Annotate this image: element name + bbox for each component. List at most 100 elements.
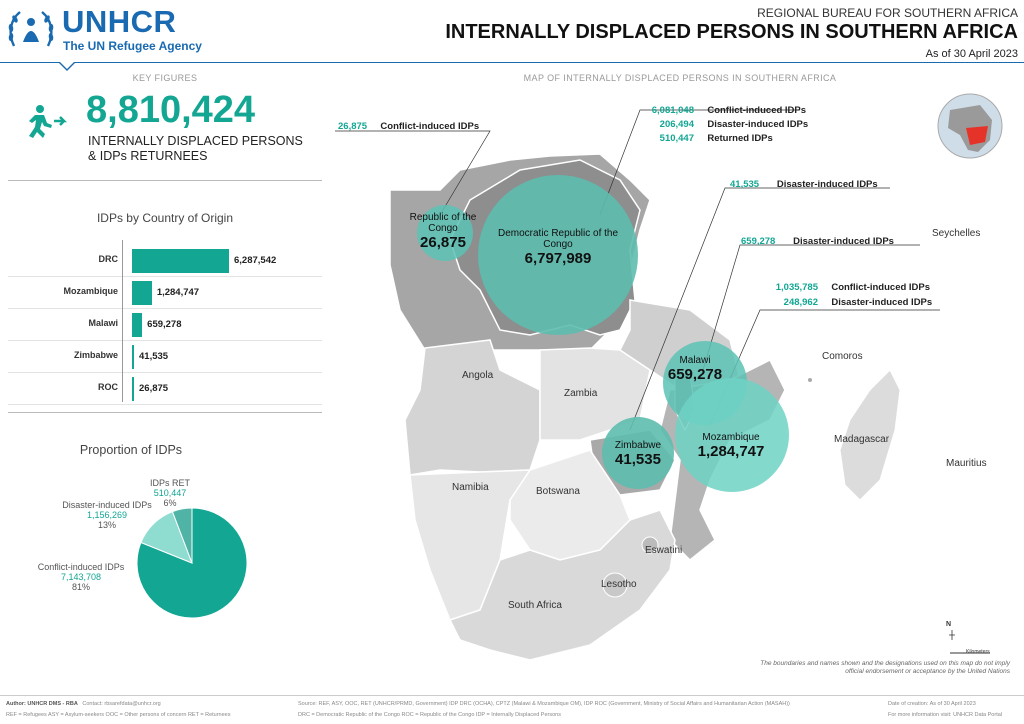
bubble-drc-name: Democratic Republic of the Congo <box>497 228 619 250</box>
bubble-zim <box>602 417 674 489</box>
report-date: As of 30 April 2023 <box>925 48 1018 60</box>
bubble-moz <box>675 378 789 492</box>
footer-author-line: Author: UNHCR DMS - RBA Contact: rbsaref… <box>6 701 161 707</box>
bubble-moz-label: Mozambique 1,284,747 <box>686 432 776 460</box>
bar-row: Malawi 659,278 <box>8 309 322 341</box>
total-desc-line2: & IDPs RETURNEES <box>88 149 208 163</box>
bar <box>132 345 134 369</box>
leader-drc <box>599 109 800 216</box>
bubble-roc-value: 26,875 <box>420 234 466 251</box>
total-idps-figure: 8,810,424 <box>86 89 256 131</box>
bar-chart-title: IDPs by Country of Origin <box>96 211 234 225</box>
leader-mwi <box>699 244 920 381</box>
pie-label-ret-value: 510,447 <box>153 488 187 498</box>
footer-author: Author: UNHCR DMS - RBA <box>6 701 78 707</box>
scale-bar <box>949 630 990 654</box>
callout-moz-n1: 1,035,785 <box>775 282 818 293</box>
callout-drc-t3: Returned IDPs <box>707 133 773 144</box>
bar <box>132 377 134 401</box>
section-divider <box>8 412 322 413</box>
footer-legend1: REF = Refugees ASY = Asylum-seekers OOC … <box>6 712 231 718</box>
bubble-drc-value: 6,797,989 <box>524 250 592 267</box>
pie-label-disaster-value: 1,156,269 <box>86 510 128 520</box>
map-lesotho <box>602 572 628 598</box>
north-arrow-label: N <box>946 621 952 628</box>
pie-label-ret-percent: 6% <box>163 498 177 508</box>
bar-value-label: 41,535 <box>139 351 169 362</box>
bar-category-label: ROC <box>98 382 118 392</box>
country-south-africa: South Africa <box>508 600 562 611</box>
bar <box>132 249 229 273</box>
bar-value-label: 659,278 <box>147 319 182 330</box>
footer-legend2: DRC = Democratic Republic of the Congo R… <box>298 712 561 718</box>
logo-text: UNHCR <box>62 4 177 39</box>
header-divider <box>0 62 1024 63</box>
pie-label-conflict-value: 7,143,708 <box>60 572 102 582</box>
bubble-zim-label: Zimbabwe 41,535 <box>596 440 680 468</box>
bar-category-label: Malawi <box>88 318 118 328</box>
bar-row: Mozambique 1,284,747 <box>8 277 322 309</box>
country-mauritius: Mauritius <box>946 458 987 469</box>
bar-value-label: 6,287,542 <box>234 255 277 266</box>
callout-roc-n1: 26,875 <box>338 121 368 132</box>
pie-label-conflict-name: Conflict-induced IDPs <box>37 562 125 572</box>
callout-drc-n2: 206,494 <box>659 119 694 130</box>
region-subtitle: REGIONAL BUREAU FOR SOUTHERN AFRICA <box>757 6 1018 20</box>
key-figures-label: KEY FIGURES <box>132 73 198 83</box>
pie-label-disaster: Disaster-induced IDPs 1,156,269 13% <box>52 500 162 530</box>
bar-category-label: Mozambique <box>63 286 118 296</box>
pie-label-ret-name: IDPs RET <box>149 478 190 488</box>
scale-unit-label: Kilometers <box>966 649 990 655</box>
logo-subtitle: The UN Refugee Agency <box>63 39 202 53</box>
bubble-mwi-value: 659,278 <box>667 366 723 383</box>
bar-row-separator <box>8 308 322 309</box>
bubble-moz-name: Mozambique <box>702 432 760 443</box>
callout-mwi: 659,278 Disaster-induced IDPs <box>741 231 894 249</box>
callout-moz-t1: Conflict-induced IDPs <box>831 282 931 293</box>
bar-category-label: Zimbabwe <box>73 350 118 360</box>
country-eswatini: Eswatini <box>645 545 683 556</box>
callout-drc-t1: Conflict-induced IDPs <box>707 105 807 116</box>
leader-zim <box>629 187 890 431</box>
bubble-drc-label: Democratic Republic of the Congo 6,797,9… <box>493 228 623 267</box>
pie-chart <box>136 507 248 619</box>
bubble-moz-value: 1,284,747 <box>697 443 765 460</box>
callout-mwi-t1: Disaster-induced IDPs <box>793 236 894 247</box>
bar-row: DRC 6,287,542 <box>8 245 322 277</box>
bubble-roc-name: Republic of the Congo <box>409 212 477 234</box>
map-south-africa <box>448 509 676 661</box>
country-zambia: Zambia <box>564 388 598 399</box>
footer-more-info: For more information visit: UNHCR Data P… <box>888 712 1003 718</box>
callout-zim: 41,535 Disaster-induced IDPs <box>730 174 878 192</box>
pie-label-conflict: Conflict-induced IDPs 7,143,708 81% <box>28 562 134 592</box>
callout-moz: 1,035,785 Conflict-induced IDPs 248,962 … <box>730 279 950 309</box>
callout-zim-n1: 41,535 <box>730 179 760 190</box>
country-namibia: Namibia <box>452 482 489 493</box>
footer-source: Source: REF, ASY, OOC, RET (UNHCR/PRMD, … <box>298 701 790 707</box>
bar-category-label: DRC <box>98 254 119 264</box>
map-angola <box>404 339 541 476</box>
map-section-label: MAP OF INTERNALLY DISPLACED PERSONS IN S… <box>523 73 837 83</box>
bar-row-separator <box>8 372 322 373</box>
footer-date-creation: Date of creation: As of 30 April 2023 <box>888 701 976 707</box>
total-idps-description: INTERNALLY DISPLACED PERSONS & IDPs RETU… <box>88 134 328 164</box>
bar-value-label: 26,875 <box>139 383 169 394</box>
map-disclaimer: The boundaries and names shown and the d… <box>760 660 1010 675</box>
bar-value-label: 1,284,747 <box>156 287 200 298</box>
callout-mwi-n1: 659,278 <box>741 236 776 247</box>
bar-row-separator <box>8 276 322 277</box>
pie-label-ret: IDPs RET 510,447 6% <box>140 478 200 508</box>
footer-contact: Contact: rbsarefdata@unhcr.org <box>82 701 161 707</box>
callout-drc-t2: Disaster-induced IDPs <box>707 119 809 130</box>
bubble-zim-value: 41,535 <box>615 451 661 468</box>
pie-label-conflict-percent: 81% <box>71 582 90 592</box>
bar-row: Zimbabwe 41,535 <box>8 341 322 373</box>
page-title: INTERNALLY DISPLACED PERSONS IN SOUTHERN… <box>445 21 1018 43</box>
callout-drc-n1: 6,081,048 <box>651 105 694 116</box>
header-notch-inner <box>60 62 74 69</box>
bubble-mwi-label: Malawi 659,278 <box>655 355 735 383</box>
bar-row-separator <box>8 404 322 405</box>
total-desc-line1: INTERNALLY DISPLACED PERSONS <box>88 134 303 148</box>
bar-chart-axis <box>122 240 123 402</box>
map-madagascar <box>839 369 901 501</box>
